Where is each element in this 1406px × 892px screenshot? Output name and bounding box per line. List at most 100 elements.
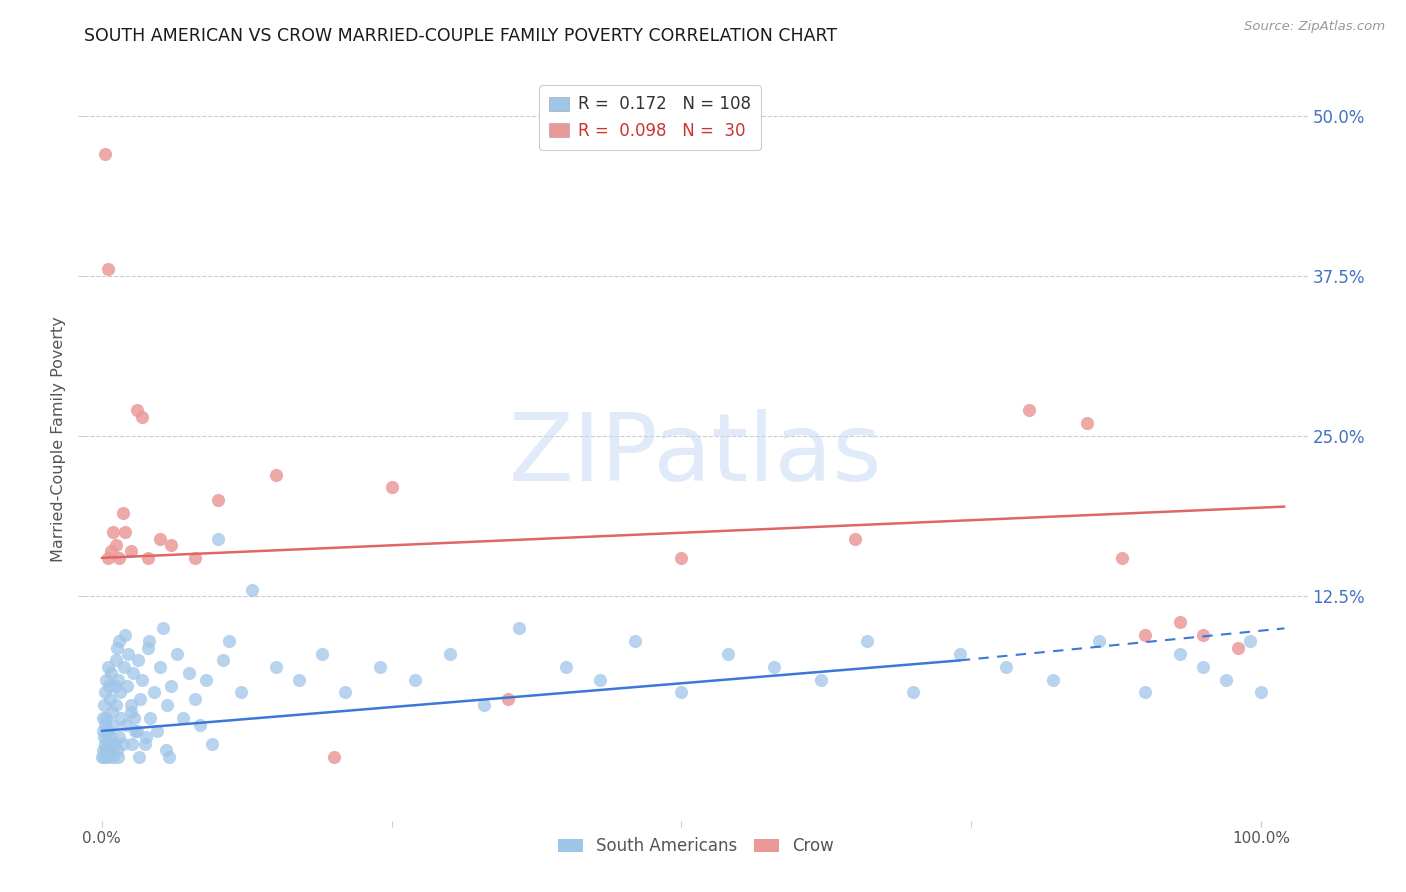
Point	[104, 653, 127, 667]
Point	[98, 691, 121, 706]
Point	[207, 493, 229, 508]
Point	[103, 679, 125, 693]
Point	[242, 582, 264, 597]
Point	[381, 480, 404, 494]
Point	[166, 647, 188, 661]
Point	[125, 723, 148, 738]
Point	[288, 673, 311, 687]
Point	[1168, 615, 1191, 629]
Point	[127, 653, 149, 667]
Point	[1168, 647, 1191, 661]
Point	[94, 717, 117, 731]
Point	[1135, 685, 1157, 699]
Point	[322, 749, 344, 764]
Point	[100, 666, 122, 681]
Point	[122, 666, 145, 681]
Point	[138, 634, 160, 648]
Point	[91, 743, 114, 757]
Point	[120, 544, 142, 558]
Text: SOUTH AMERICAN VS CROW MARRIED-COUPLE FAMILY POVERTY CORRELATION CHART: SOUTH AMERICAN VS CROW MARRIED-COUPLE FA…	[84, 28, 838, 45]
Point	[114, 525, 136, 540]
Point	[508, 621, 530, 635]
Point	[903, 685, 925, 699]
Point	[368, 660, 391, 674]
Point	[995, 660, 1018, 674]
Point	[1192, 660, 1215, 674]
Point	[131, 673, 153, 687]
Point	[149, 532, 172, 546]
Point	[135, 731, 157, 745]
Point	[177, 666, 200, 681]
Point	[157, 749, 180, 764]
Point	[97, 679, 120, 693]
Point	[93, 731, 115, 745]
Point	[96, 550, 118, 565]
Point	[120, 698, 142, 713]
Point	[96, 711, 118, 725]
Point	[91, 723, 114, 738]
Point	[107, 673, 129, 687]
Point	[810, 673, 832, 687]
Point	[856, 634, 879, 648]
Point	[125, 403, 148, 417]
Point	[1192, 628, 1215, 642]
Point	[335, 685, 357, 699]
Point	[717, 647, 740, 661]
Point	[94, 737, 117, 751]
Point	[108, 731, 131, 745]
Point	[212, 653, 235, 667]
Point	[264, 660, 287, 674]
Point	[128, 749, 150, 764]
Point	[1076, 417, 1098, 431]
Point	[91, 711, 114, 725]
Point	[160, 679, 183, 693]
Point	[122, 711, 145, 725]
Point	[105, 743, 128, 757]
Point	[474, 698, 496, 713]
Point	[134, 737, 156, 751]
Point	[155, 743, 177, 757]
Point	[152, 621, 174, 635]
Point	[117, 679, 139, 693]
Point	[156, 698, 179, 713]
Point	[96, 660, 118, 674]
Point	[110, 711, 132, 725]
Point	[671, 685, 693, 699]
Point	[115, 717, 138, 731]
Point	[105, 640, 128, 655]
Point	[114, 628, 136, 642]
Point	[589, 673, 612, 687]
Point	[139, 711, 162, 725]
Point	[1250, 685, 1272, 699]
Point	[129, 691, 152, 706]
Point	[1088, 634, 1111, 648]
Point	[93, 749, 115, 764]
Point	[96, 723, 118, 738]
Point	[1135, 628, 1157, 642]
Point	[1042, 673, 1064, 687]
Point	[111, 506, 134, 520]
Point	[90, 749, 112, 764]
Point	[311, 647, 333, 661]
Point	[229, 685, 252, 699]
Text: ZIPatlas: ZIPatlas	[509, 409, 883, 500]
Point	[1018, 403, 1040, 417]
Point	[101, 737, 124, 751]
Point	[1239, 634, 1261, 648]
Point	[160, 538, 183, 552]
Point	[763, 660, 786, 674]
Point	[103, 525, 125, 540]
Point	[100, 743, 122, 757]
Point	[96, 673, 118, 687]
Point	[98, 731, 121, 745]
Point	[671, 550, 693, 565]
Point	[183, 691, 205, 706]
Point	[554, 660, 576, 674]
Point	[124, 723, 146, 738]
Point	[108, 634, 131, 648]
Point	[94, 147, 117, 161]
Point	[439, 647, 461, 661]
Point	[136, 640, 159, 655]
Point	[93, 698, 115, 713]
Point	[496, 691, 519, 706]
